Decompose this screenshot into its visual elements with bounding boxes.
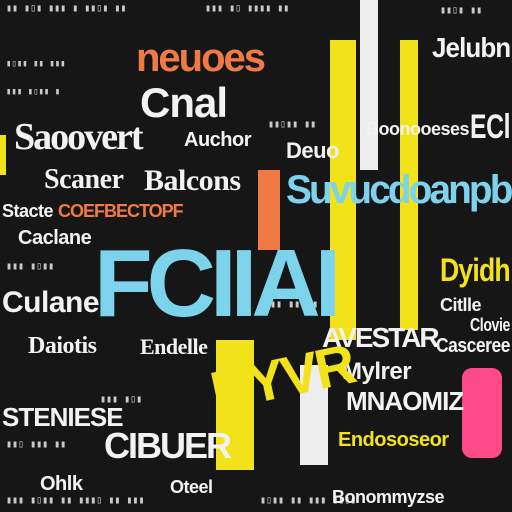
yellow-vertical-bar-right	[400, 40, 418, 330]
word-endosoeor: Endososeor	[338, 429, 449, 451]
orange-left-stripe	[0, 135, 6, 175]
noise-row: ▮▯▮▮ ▮▮ ▮▮▮	[6, 59, 66, 69]
noise-row: ▮▯▮▮ ▮▮▮ ▮	[258, 299, 319, 310]
word-cibluer: CIBUER	[104, 425, 232, 466]
word-coefbector: COEFBECTOPF	[58, 201, 184, 221]
noise-row: ▮▮▮ ▮▯▮▮ ▮▮ ▮▮▮▯ ▮▮ ▮▮▮	[6, 495, 145, 506]
word-ecl: ECl	[470, 108, 511, 146]
word-casceree: Casceree	[436, 335, 511, 357]
word-citlle: Citlle	[440, 295, 482, 315]
word-suvucdoanpb: Suvucdoanpb	[286, 168, 512, 212]
word-caclane: Caclane	[18, 227, 92, 249]
noise-row: ▮▮ ▮▯▮ ▮▮▮ ▮ ▮▮▯▮ ▮▮	[6, 3, 127, 14]
white-vertical-bar	[360, 0, 378, 170]
noise-row: ▮▮▮ ▮▯▮▮ ▮	[6, 87, 61, 97]
noise-row: ▮▮▮ ▮▯ ▮▮▮▮ ▮▮	[205, 3, 290, 14]
word-mnaomiz: MNAOMIZ	[346, 386, 464, 416]
word-culanel: Culanel	[2, 286, 107, 319]
yellow-vertical-bar	[330, 40, 356, 340]
word-stacte: Stacte	[2, 201, 54, 221]
word-oteel: Oteel	[170, 477, 213, 497]
word-nouces: neuoes	[136, 36, 266, 80]
word-avestar: AVESTAR	[322, 322, 440, 353]
word-scaner: Scaner	[44, 164, 124, 195]
word-scovert: Saoovert	[14, 116, 144, 158]
word-boonessnes: Boonooeses	[366, 119, 470, 139]
yellow-mid-bar	[216, 340, 254, 470]
word-jelubn: Jelubn	[432, 32, 511, 63]
word-bonommysse: Bonommyzse	[332, 487, 445, 507]
word-dyidh: Dyidh	[440, 252, 511, 288]
word-endelle: Endelle	[140, 334, 208, 359]
word-mylrer: Mylrer	[342, 358, 412, 385]
white-lower-bar	[300, 365, 328, 465]
word-clovie: Clovie	[470, 315, 511, 335]
word-ohlk: Ohlk	[40, 473, 83, 495]
word-cnal: Cnal	[140, 79, 228, 126]
word-auchor: Auchor	[184, 129, 252, 151]
word-deuo: Deuo	[286, 138, 340, 163]
word-balcons: Balcons	[144, 164, 241, 197]
noise-row: ▮▮▮ ▮▯▮▮	[6, 261, 55, 272]
noise-row: ▮▮▯▮▮ ▮▮	[268, 119, 317, 130]
word-daiotis: Daiotis	[28, 333, 97, 359]
pink-right-shape	[462, 368, 502, 458]
noise-row: ▮▯▮▮ ▮▮ ▮▮▮ ▮▮▯▮	[260, 495, 357, 506]
word-stenese: STENIESE	[2, 402, 124, 432]
noise-row: ▮▮▯ ▮▮▮ ▮▮	[6, 439, 67, 450]
word-fclal: FCIIAI	[94, 230, 341, 337]
noise-row: ▮▮▮ ▮▯▮	[100, 394, 143, 405]
noise-row: ▮▮▯▮ ▮▮	[440, 5, 483, 16]
orange-vertical-bar	[258, 170, 280, 250]
